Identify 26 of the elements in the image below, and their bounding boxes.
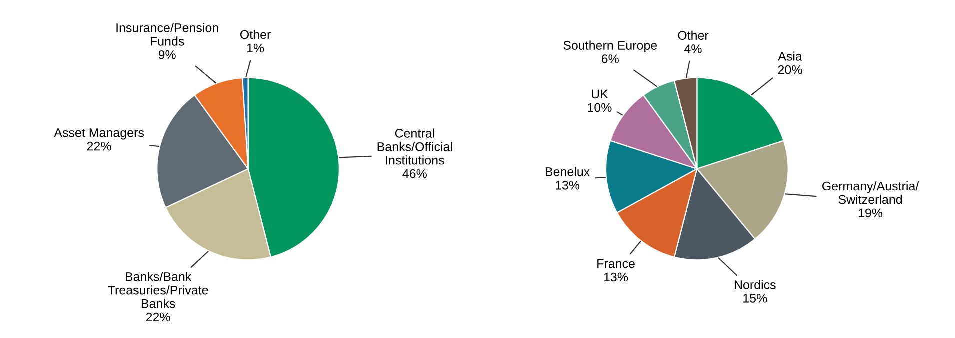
data-label: 10% [588,103,612,112]
slice-label: Benelux [546,167,590,176]
slice-label: Southern Europe [564,40,658,52]
data-label: 4% [684,44,702,54]
slice-label: Central Banks/Official Institutions [378,128,452,165]
data-label: 46% [402,169,427,178]
slice-label: Insurance/Pension Funds [116,23,218,46]
slice-label: Asia [778,52,802,61]
data-label: 9% [158,50,176,60]
data-label: 22% [87,142,112,151]
slice-label: UK [592,90,608,99]
data-label: 19% [858,208,883,218]
data-label: 6% [602,54,619,64]
data-label: 13% [556,180,580,190]
data-label: 1% [247,44,264,53]
data-label: 13% [604,272,628,282]
data-label: 20% [778,65,802,74]
slice-label: Germany/Austria/ Switzerland [822,182,920,204]
slice-label: Nordics [734,280,776,290]
slice-label: Other [678,30,709,40]
slice-label: Asset Managers [54,128,144,140]
slice-label: France [598,259,635,268]
data-label: 15% [744,294,768,303]
data-label: 22% [146,312,170,322]
slice-label: Other [240,30,271,40]
slice-label: Banks/Bank Treasuries/Private Banks [108,272,208,308]
